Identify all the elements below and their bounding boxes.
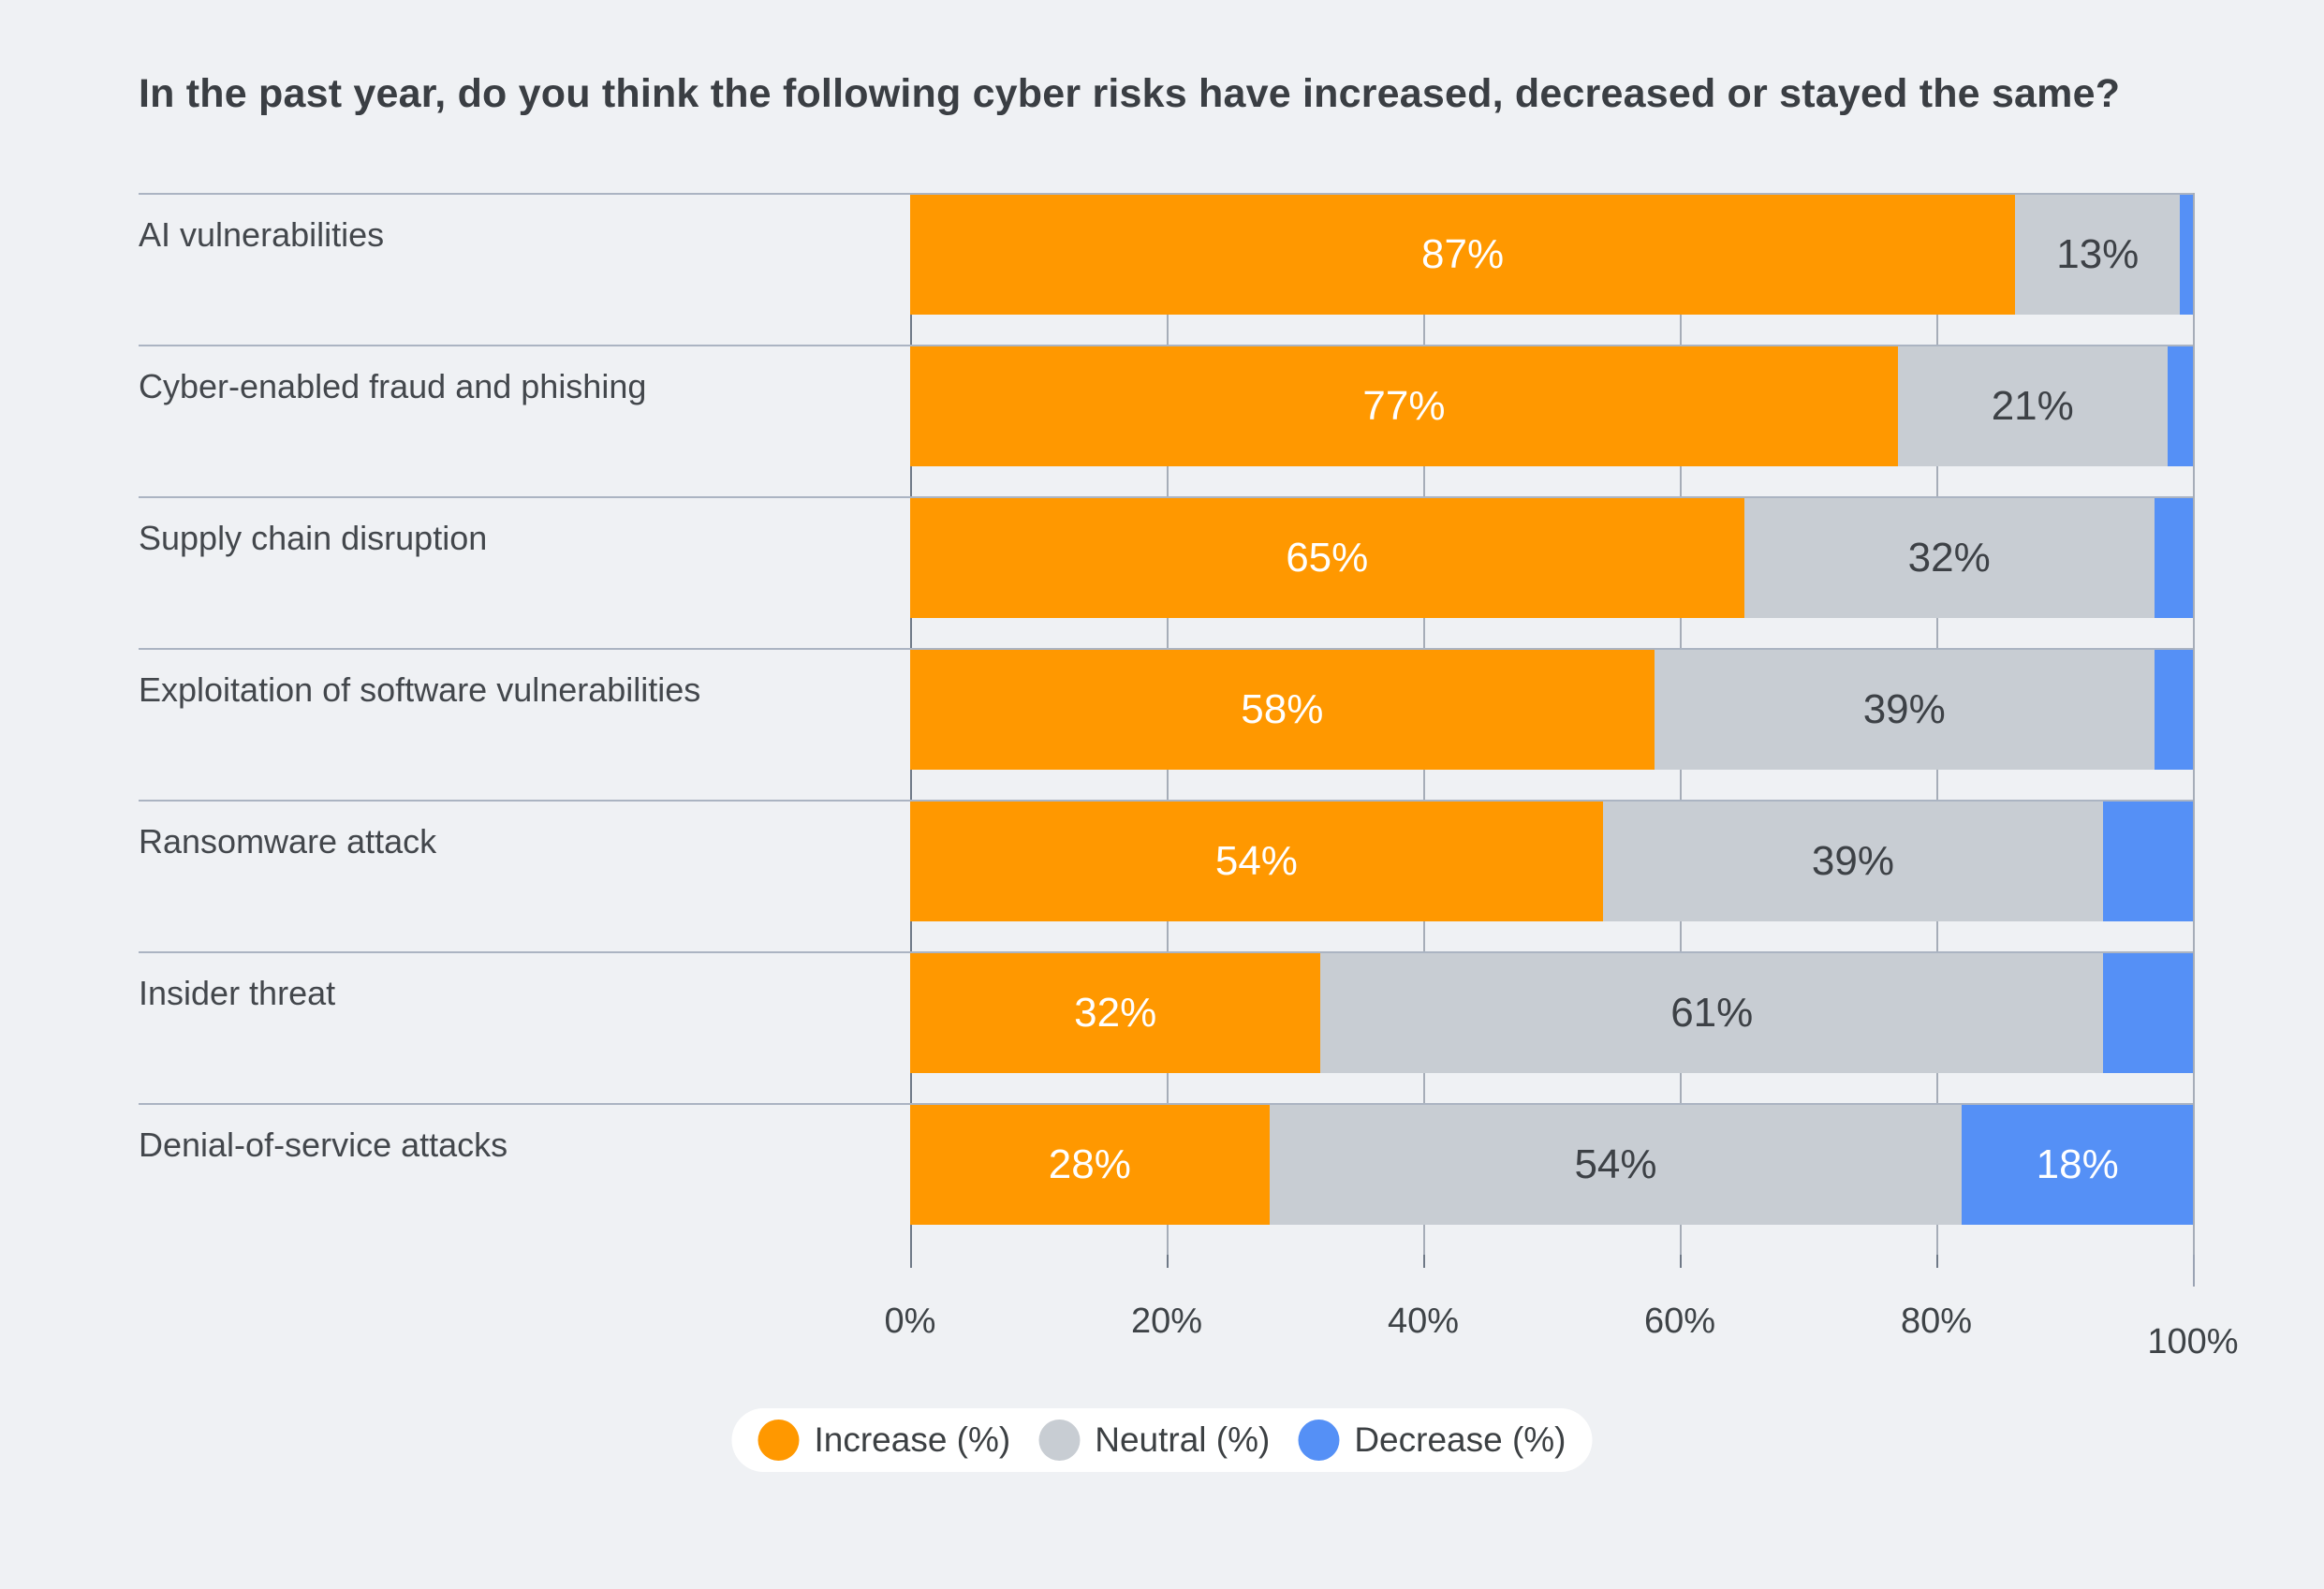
neutral-value-label: 39% [1811,838,1894,884]
stacked-bar: 77% 21% [910,346,2193,466]
neutral-segment: 61% [1320,953,2104,1073]
neutral-segment: 32% [1743,498,2155,618]
chart-title: In the past year, do you think the follo… [139,71,2121,116]
category-row: AI vulnerabilities 87% 13% [139,193,2193,345]
neutral-value-label: 39% [1862,686,1946,732]
category-label: Denial-of-service attacks [139,1126,508,1164]
x-tick [1936,1255,1938,1268]
category-row: Supply chain disruption 65% 32% [139,496,2193,648]
decrease-segment [2180,195,2193,315]
increase-segment: 32% [910,953,1321,1073]
stacked-bar: 65% 32% [910,498,2193,618]
decrease-value-label: 18% [2036,1141,2119,1187]
neutral-value-label: 32% [1907,535,1991,581]
legend-label: Neutral (%) [1095,1420,1271,1459]
increase-segment: 54% [910,802,1603,921]
neutral-value-label: 21% [1991,383,2074,429]
increase-value-label: 58% [1241,686,1324,732]
increase-value-label: 65% [1286,535,1369,581]
x-tick [1423,1255,1425,1268]
category-label: AI vulnerabilities [139,215,385,254]
neutral-value-label: 54% [1574,1141,1657,1187]
x-tick-label: 80% [1900,1302,1973,1341]
legend-item-increase[interactable]: Increase (%) [758,1420,1010,1461]
category-label: Exploitation of software vulnerabilities [139,670,701,709]
neutral-segment: 13% [2015,195,2181,315]
decrease-segment [2154,650,2193,770]
x-tick-label: 100% [2147,1322,2239,1361]
x-tick-label: 20% [1130,1302,1203,1341]
category-label: Ransomware attack [139,822,437,861]
legend: Increase (%) Neutral (%) Decrease (%) [731,1408,1593,1472]
increase-segment: 87% [910,195,2016,315]
category-label: Supply chain disruption [139,519,488,557]
stacked-bar: 32% 61% [910,953,2193,1073]
category-row: Ransomware attack 54% 39% [139,800,2193,951]
neutral-value-label: 13% [2056,231,2140,277]
neutral-value-label: 61% [1670,990,1754,1036]
legend-label: Decrease (%) [1354,1420,1566,1459]
increase-value-label: 32% [1074,990,1157,1036]
stacked-bar-chart: AI vulnerabilities 87% 13% Cyber-enabled fr… [139,193,2239,1361]
x-tick-label: 0% [884,1302,936,1341]
increase-segment: 28% [910,1105,1270,1225]
x-tick-label: 40% [1387,1302,1460,1341]
increase-value-label: 77% [1362,383,1446,429]
increase-value-label: 28% [1048,1141,1131,1187]
legend-item-decrease[interactable]: Decrease (%) [1298,1420,1566,1461]
x-tick [910,1255,912,1268]
category-row: Denial-of-service attacks 28% 54% 18% [139,1103,2193,1255]
decrease-segment [2103,802,2193,921]
increase-value-label: 54% [1214,838,1298,884]
decrease-swatch-icon [1298,1420,1340,1461]
increase-value-label: 87% [1421,231,1505,277]
increase-segment: 65% [910,498,1744,618]
decrease-segment [2167,346,2193,466]
increase-swatch-icon [758,1420,800,1461]
neutral-segment: 54% [1269,1105,1963,1225]
decrease-segment [2154,498,2193,618]
x-axis: 0% 20% 40% 60% 80% 100% [139,193,2239,1361]
category-row: Exploitation of software vulnerabilities… [139,648,2193,800]
category-label: Cyber-enabled fraud and phishing [139,367,647,405]
category-row: Insider threat 32% 61% [139,951,2193,1103]
increase-segment: 58% [910,650,1655,770]
gridline [2193,193,2195,1255]
legend-label: Increase (%) [814,1420,1011,1459]
decrease-segment [2103,953,2193,1073]
stacked-bar: 58% 39% [910,650,2193,770]
x-tick [1680,1255,1682,1268]
increase-segment: 77% [910,346,1898,466]
decrease-segment: 18% [1962,1105,2193,1225]
stacked-bar: 87% 13% [910,195,2193,315]
neutral-segment: 39% [1654,650,2155,770]
legend-item-neutral[interactable]: Neutral (%) [1038,1420,1270,1461]
neutral-segment: 21% [1897,346,2168,466]
category-row: Cyber-enabled fraud and phishing 77% 21% [139,345,2193,496]
x-tick [2193,1255,2195,1287]
category-label: Insider threat [139,974,336,1012]
neutral-swatch-icon [1038,1420,1081,1461]
x-tick [1167,1255,1169,1268]
neutral-segment: 39% [1602,802,2104,921]
stacked-bar: 28% 54% 18% [910,1105,2193,1225]
stacked-bar: 54% 39% [910,802,2193,921]
x-tick-label: 60% [1643,1302,1716,1341]
chart-rows: AI vulnerabilities 87% 13% Cyber-enabled fr… [139,193,2193,1255]
